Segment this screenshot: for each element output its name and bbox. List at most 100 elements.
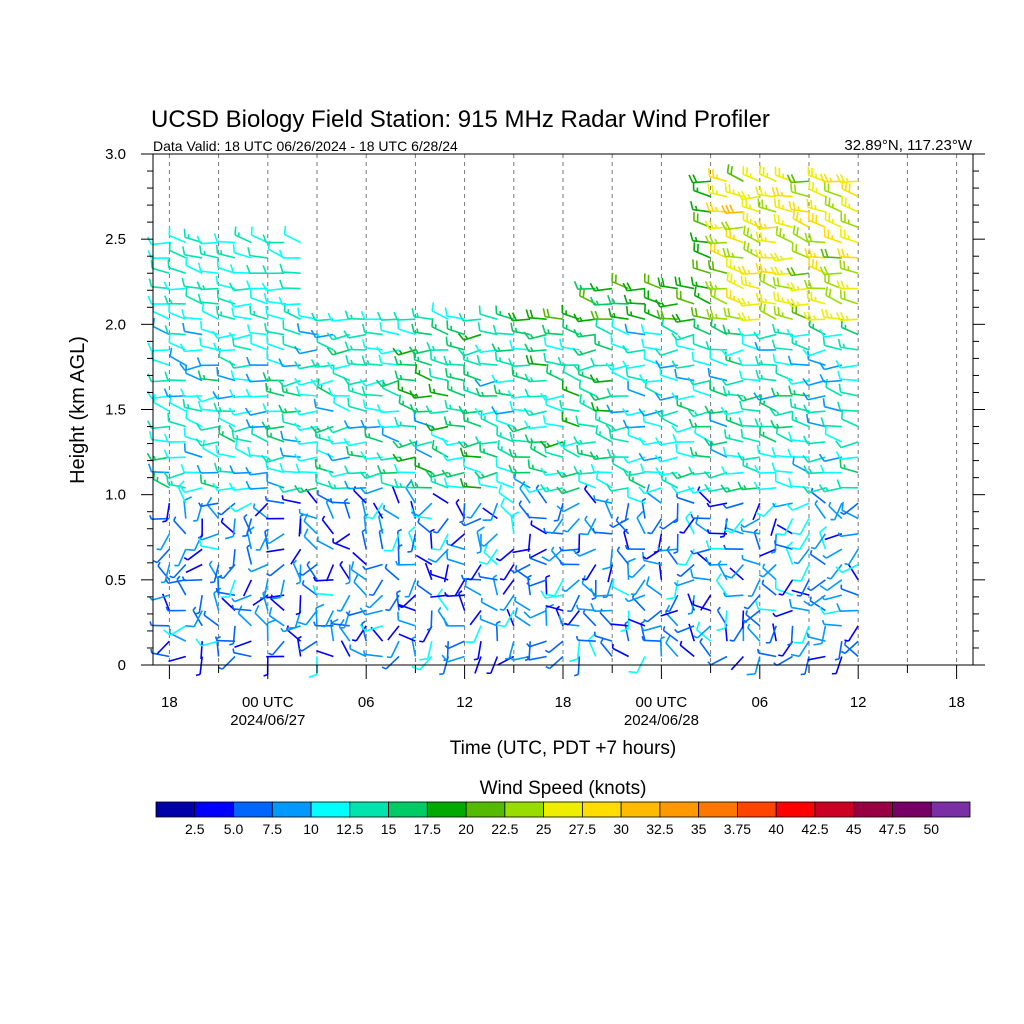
- wind-barb: [344, 480, 367, 490]
- barb-flag: [769, 408, 776, 417]
- barb-shaft: [684, 548, 695, 566]
- barb-shaft: [217, 395, 236, 400]
- barb-flag: [474, 407, 481, 416]
- barb-shaft: [430, 391, 449, 397]
- barb-flag: [623, 294, 628, 304]
- wind-barb: [387, 625, 400, 641]
- barb-shaft: [380, 471, 400, 475]
- barb-flag: [443, 355, 448, 365]
- barb-flag: [523, 484, 530, 493]
- barb-flag: [212, 342, 218, 351]
- barb-flag: [441, 469, 448, 478]
- colorbar-swatch: [388, 801, 428, 818]
- barb-flag: [147, 463, 153, 473]
- wind-barb: [195, 438, 219, 447]
- barb-shaft: [170, 625, 187, 636]
- wind-barb: [316, 441, 334, 458]
- wind-barb: [587, 633, 597, 657]
- barb-half-flag: [763, 400, 766, 405]
- barb-flag: [271, 596, 281, 600]
- wind-barb: [622, 282, 646, 292]
- barb-half-flag: [433, 530, 438, 534]
- barb-shaft: [810, 579, 826, 592]
- wind-barb: [524, 373, 547, 383]
- barb-flag: [602, 566, 611, 571]
- wind-barb: [344, 310, 367, 321]
- barb-half-flag: [465, 451, 468, 457]
- colorbar-swatch: [504, 801, 545, 818]
- barb-half-flag: [641, 497, 647, 502]
- wind-barb: [643, 273, 662, 290]
- barb-flag: [835, 566, 843, 574]
- barb-shaft: [500, 505, 515, 520]
- wind-barb: [559, 559, 580, 566]
- wind-barb: [753, 481, 777, 491]
- wind-barb: [697, 486, 712, 504]
- barb-half-flag: [268, 652, 273, 656]
- colorbar-swatch: [698, 801, 738, 818]
- wind-barb: [738, 370, 760, 382]
- wind-barb: [837, 338, 859, 351]
- barb-half-flag: [750, 233, 753, 239]
- wind-barb: [261, 282, 285, 292]
- barb-flag: [231, 307, 235, 317]
- barb-flag: [761, 199, 764, 209]
- barb-shaft: [709, 441, 728, 447]
- barb-flag: [397, 611, 400, 621]
- barb-shaft: [791, 333, 810, 338]
- barb-shaft: [353, 489, 367, 504]
- barb-flag: [282, 320, 285, 329]
- barb-flag: [392, 453, 399, 462]
- wind-barb: [411, 308, 432, 321]
- wind-barb: [392, 347, 416, 356]
- barb-half-flag: [431, 472, 436, 477]
- barb-flag: [646, 484, 650, 493]
- wind-barb: [197, 518, 203, 539]
- barb-half-flag: [480, 473, 485, 478]
- wind-barb: [769, 252, 793, 262]
- wind-barb: [409, 390, 432, 399]
- barb-flag: [704, 437, 711, 447]
- wind-barb: [707, 184, 728, 198]
- barb-flag: [216, 366, 219, 376]
- barb-half-flag: [781, 297, 784, 302]
- barb-shaft: [303, 535, 318, 550]
- barb-shaft: [666, 549, 679, 565]
- barb-shaft: [823, 623, 842, 627]
- wind-barb: [824, 211, 843, 228]
- wind-barb: [426, 610, 433, 631]
- barb-flag: [327, 312, 333, 322]
- wind-barb: [475, 387, 498, 397]
- wind-barb: [459, 447, 482, 458]
- colorbar-swatch: [581, 801, 622, 818]
- barb-flag: [375, 379, 383, 388]
- barb-flag: [410, 511, 420, 517]
- wind-barb: [835, 451, 859, 460]
- wind-barb: [789, 398, 810, 412]
- wind-barb: [824, 425, 843, 443]
- barb-shaft: [200, 241, 219, 245]
- wind-barb: [572, 548, 597, 557]
- barb-shaft: [709, 375, 728, 382]
- wind-barb: [493, 384, 514, 397]
- barb-flag: [704, 220, 710, 230]
- barb-flag: [524, 343, 530, 352]
- barb-flag: [234, 439, 238, 449]
- wind-barb: [794, 625, 810, 644]
- wind-barb: [195, 422, 219, 431]
- barb-half-flag: [198, 502, 202, 507]
- barb-shaft: [479, 362, 498, 367]
- wind-barb: [482, 502, 499, 521]
- wind-barb: [743, 225, 761, 244]
- barb-half-flag: [716, 606, 721, 611]
- barb-shaft: [548, 640, 564, 654]
- wind-barb: [542, 415, 564, 428]
- barb-flag: [215, 306, 219, 315]
- barb-flag: [491, 374, 497, 383]
- wind-barb: [745, 610, 761, 627]
- barb-flag: [802, 392, 809, 401]
- barb-shaft: [545, 531, 564, 535]
- wind-barb: [343, 330, 367, 339]
- wind-barb: [376, 404, 400, 414]
- barb-shaft: [594, 635, 613, 642]
